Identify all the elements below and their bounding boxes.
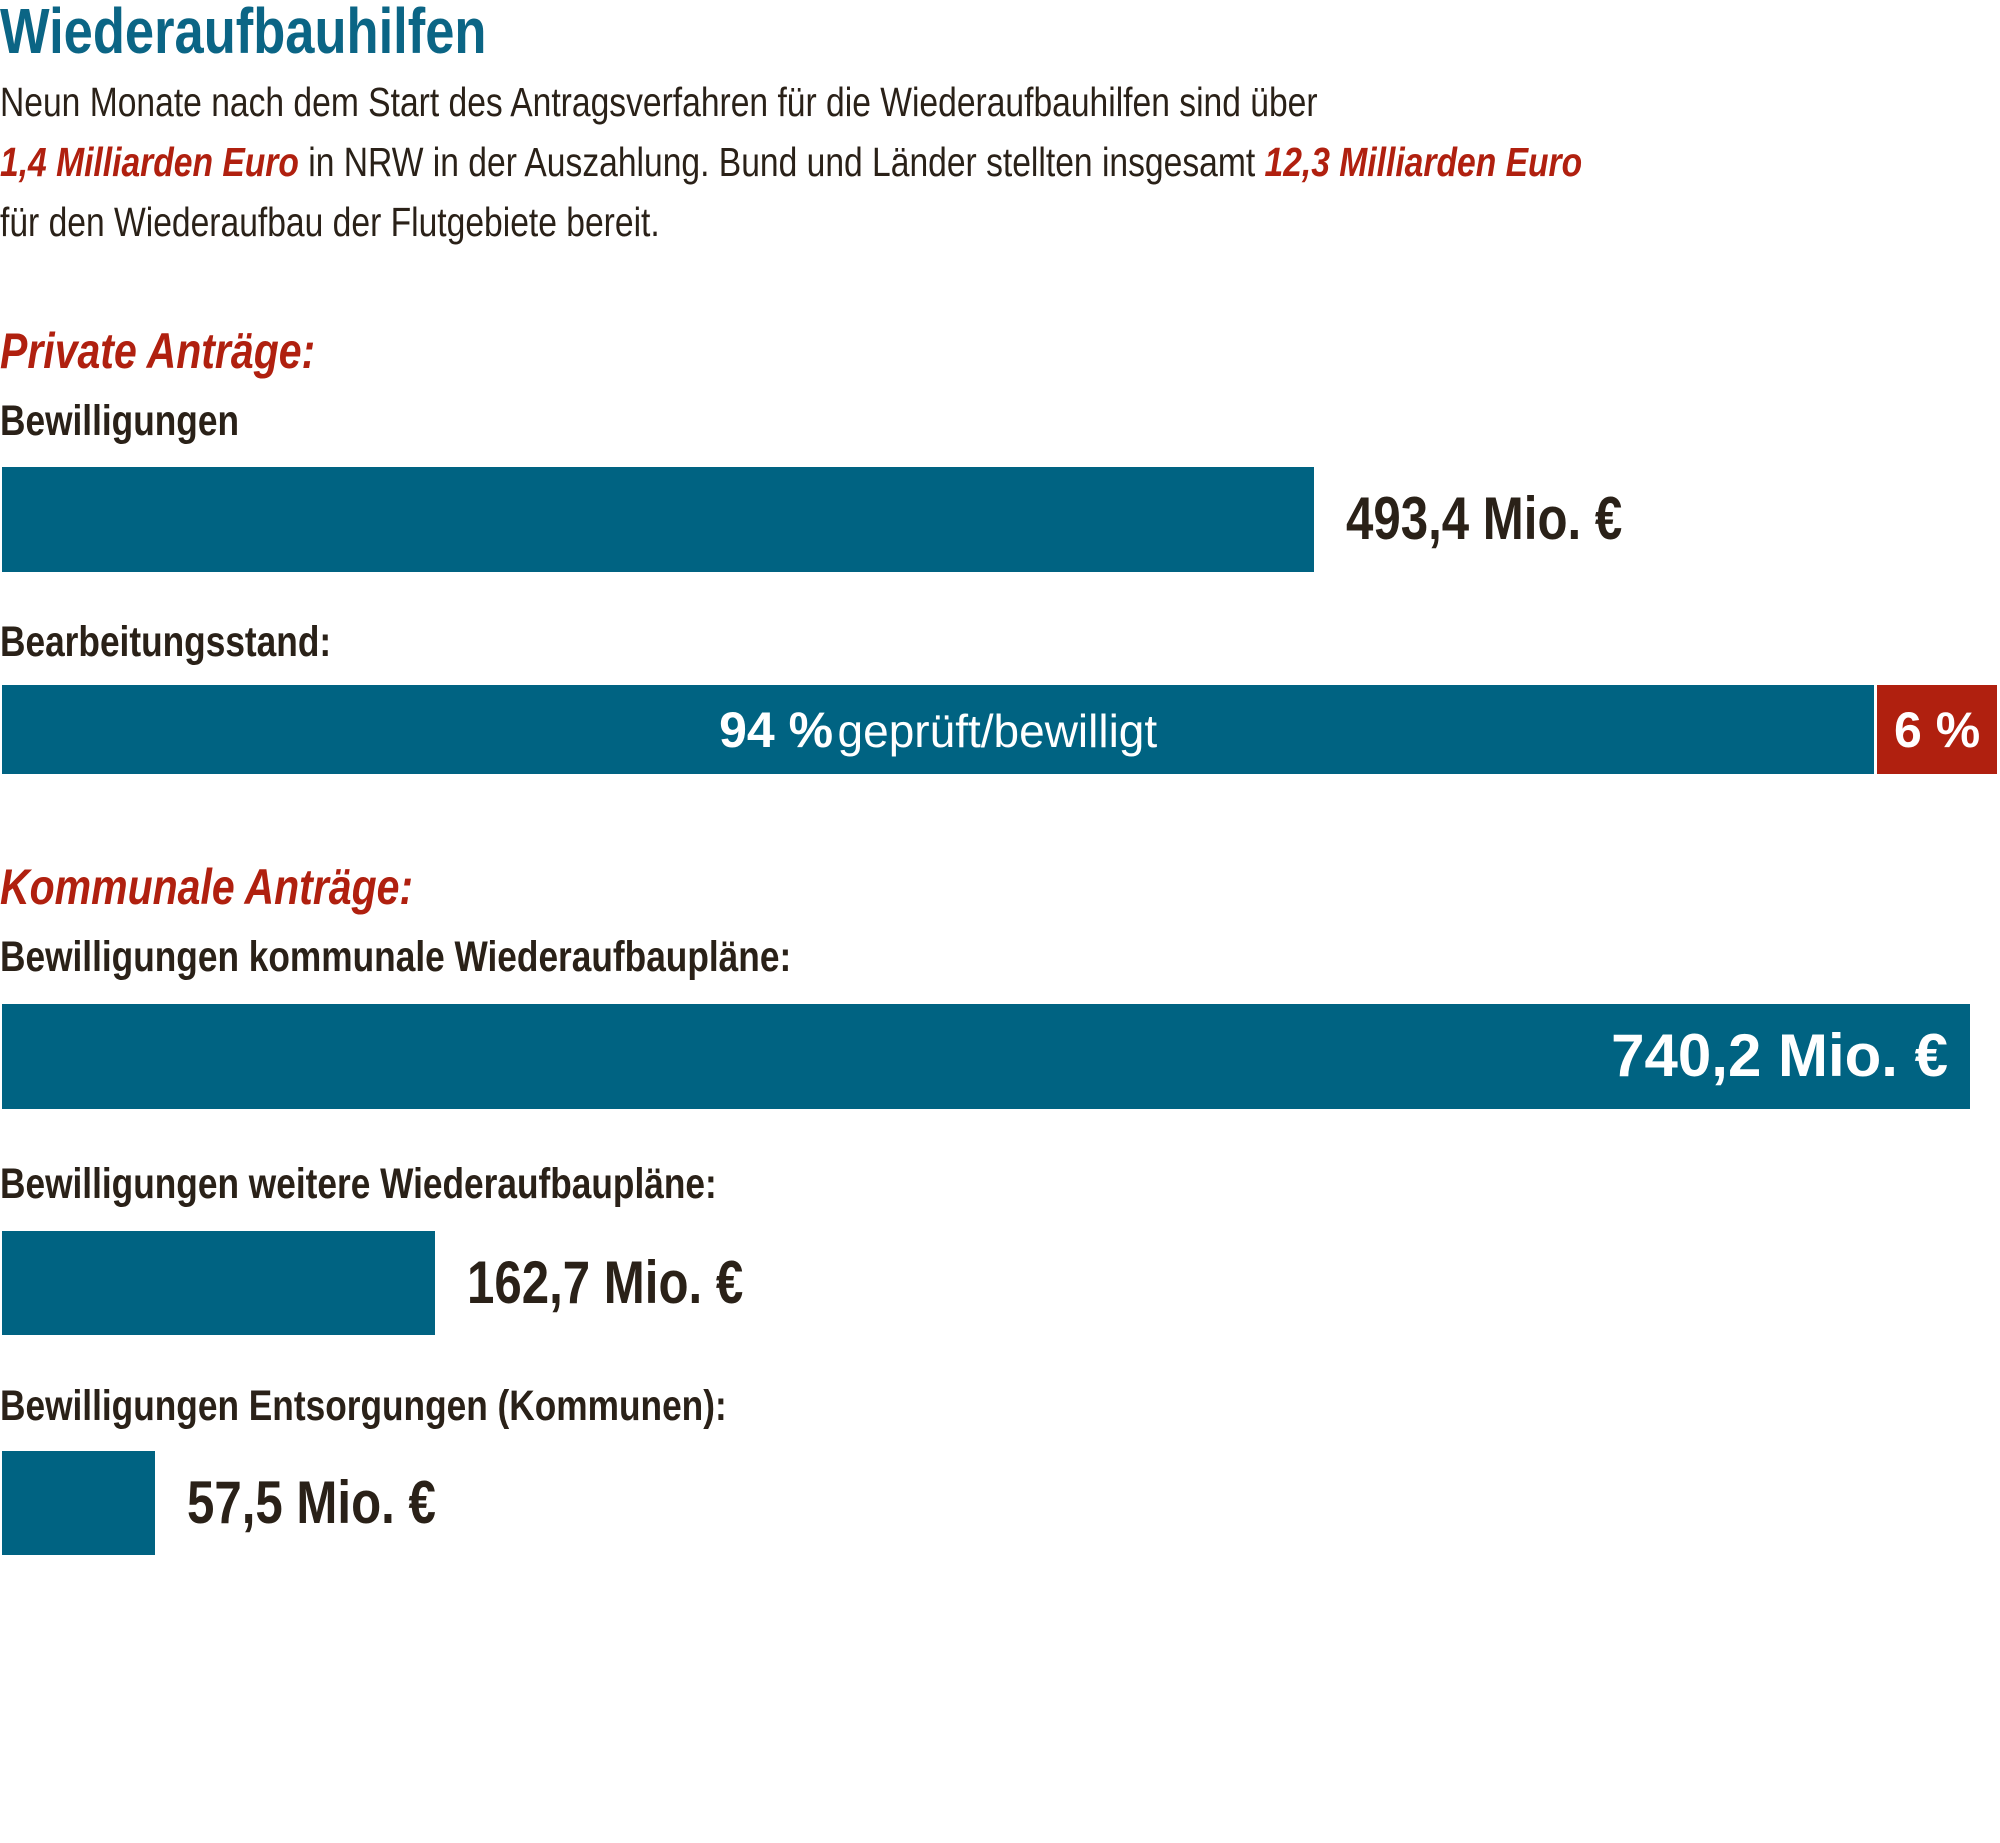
bar-kommunale-plaene <box>2 1004 1970 1109</box>
intro-line-1: Neun Monate nach dem Start des Antragsve… <box>0 79 1318 125</box>
value-kommunale-plaene: 740,2 Mio. € <box>1611 1022 1948 1089</box>
bar-status-pending: 6 % <box>1877 685 1997 774</box>
intro-line-2: 1,4 Milliarden Euro in NRW in der Auszah… <box>0 139 1583 185</box>
label-bearbeitungsstand: Bearbeitungsstand: <box>0 618 332 666</box>
highlight-amount-total: 12,3 Milliarden Euro <box>1264 139 1583 185</box>
bar-entsorgungen <box>2 1451 155 1555</box>
label-status-approved: 94 % geprüft/bewilligt <box>719 702 1158 758</box>
page-title: Wiederaufbauhilfen <box>0 0 487 67</box>
label-weitere-plaene: Bewilligungen weitere Wiederaufbaupläne: <box>0 1160 717 1208</box>
label-entsorgungen: Bewilligungen Entsorgungen (Kommunen): <box>0 1382 727 1430</box>
section-kommunal: Kommunale Anträge: <box>0 859 414 915</box>
bar-private-bewilligungen <box>2 467 1314 572</box>
value-private-bewilligungen: 493,4 Mio. € <box>1345 485 1623 552</box>
label-private-bewilligungen: Bewilligungen <box>0 397 239 445</box>
bar-status-approved: 94 % geprüft/bewilligt <box>2 685 1875 774</box>
highlight-amount-paid: 1,4 Milliarden Euro <box>0 139 299 185</box>
intro-line-3: für den Wiederaufbau der Flutgebiete ber… <box>0 199 660 245</box>
label-kommunale-plaene: Bewilligungen kommunale Wiederaufbauplän… <box>0 933 792 981</box>
value-weitere-plaene: 162,7 Mio. € <box>466 1249 743 1316</box>
section-private: Private Anträge: <box>0 323 316 379</box>
label-status-pending: 6 % <box>1894 702 1981 758</box>
bar-weitere-plaene <box>2 1231 435 1335</box>
value-entsorgungen: 57,5 Mio. € <box>186 1469 436 1536</box>
